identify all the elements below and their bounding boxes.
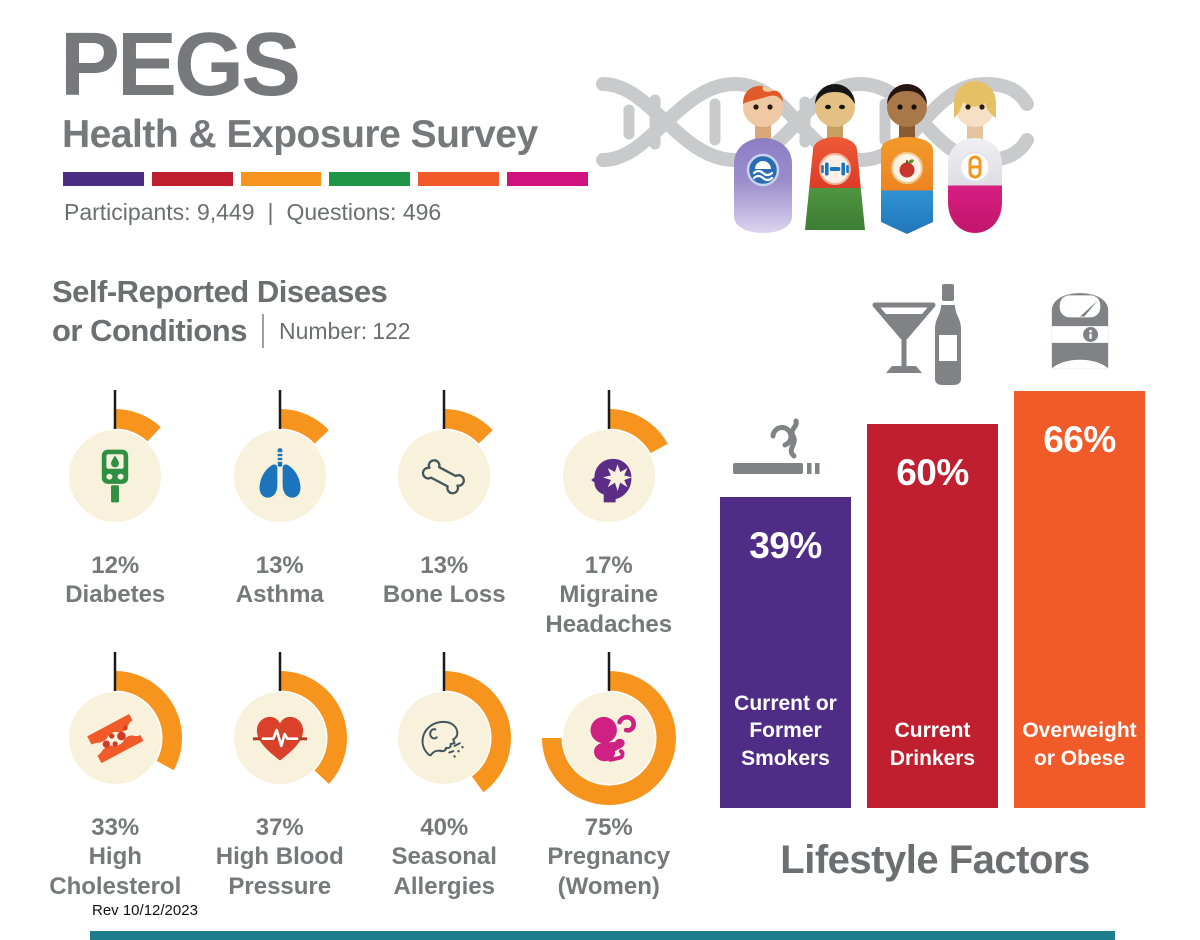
disease-name: Pregnancy (Women) <box>547 843 671 900</box>
wine-bottle-icon <box>935 284 961 385</box>
diseases-section-heading: Self-Reported Diseases or Conditions Num… <box>52 274 411 349</box>
stripe-segment <box>418 172 500 186</box>
artery-icon <box>87 714 144 764</box>
diseases-heading-line2: or Conditions <box>52 313 247 348</box>
bottom-accent-bar <box>90 931 1115 940</box>
lifestyle-bars: 39% Current or Former Smokers 60% Current D… <box>720 391 1150 808</box>
stat-separator: | <box>267 199 274 225</box>
high-cholesterol-gauge <box>69 652 182 784</box>
person-nutrition <box>881 84 933 234</box>
drinks-icon <box>872 284 961 385</box>
disease-item-bone-loss: 13% Bone Loss <box>362 388 527 650</box>
disease-name: Seasonal Allergies <box>391 843 497 900</box>
bar-current-or-former-smokers: 39% Current or Former Smokers <box>720 497 851 808</box>
migraine-head-icon <box>590 458 632 503</box>
bone-icon <box>421 459 465 495</box>
disease-label: 12% Diabetes <box>33 551 198 610</box>
person-medication <box>948 81 1002 233</box>
disease-percent: 75% <box>584 814 633 841</box>
dna-people-graphic <box>596 76 1034 234</box>
stripe-segment <box>507 172 588 186</box>
martini-glass-icon <box>872 302 936 373</box>
bar-current-drinkers: 60% Current Drinkers <box>867 424 998 808</box>
sneeze-icon <box>421 720 464 758</box>
hair-black <box>815 84 855 104</box>
cigarette-icon <box>733 418 820 474</box>
disease-item-high-blood-pressure: 37% High Blood Pressure <box>198 650 363 912</box>
disease-name: Bone Loss <box>382 581 506 609</box>
migraine-headaches-gauge <box>562 390 668 522</box>
disease-percent: 13% <box>420 552 469 579</box>
page-subtitle: Health & Exposure Survey <box>62 113 538 156</box>
stripe-segment <box>240 172 322 186</box>
disease-label: 37% High Blood Pressure <box>198 813 363 901</box>
disease-item-diabetes: 12% Diabetes <box>33 388 198 650</box>
heading-divider <box>261 314 264 348</box>
disease-name: Diabetes <box>65 581 166 609</box>
header-stripe <box>63 172 588 186</box>
page-title: PEGS <box>60 15 301 115</box>
asthma-gauge <box>233 390 329 522</box>
person-sleep <box>734 85 792 233</box>
diseases-count-value: 122 <box>372 317 411 344</box>
bar-label: Overweight or Obese <box>1022 719 1137 770</box>
hair-red <box>743 85 783 104</box>
bar-label: Current Drinkers <box>889 719 976 770</box>
diabetes-gauge <box>69 390 161 522</box>
revision-date: Rev 10/12/2023 <box>92 902 198 919</box>
disease-label: 13% Asthma <box>198 551 363 610</box>
stripe-segment <box>151 172 233 186</box>
stripe-segment <box>329 172 411 186</box>
disease-item-seasonal-allergies: 40% Seasonal Allergies <box>362 650 527 912</box>
disease-percent: 17% <box>584 552 633 579</box>
survey-stats: Participants: 9,449 | Questions: 496 <box>64 199 441 226</box>
stripe-segment <box>63 172 144 186</box>
disease-percent: 12% <box>91 552 140 579</box>
disease-name: High Blood Pressure <box>215 843 344 900</box>
disease-label: 33% High Cholesterol <box>33 813 198 901</box>
disease-name: Asthma <box>235 581 324 609</box>
fetus-icon <box>590 714 636 762</box>
bar-percent: 66% <box>1043 419 1116 460</box>
dna-rungs <box>623 94 891 150</box>
bar-percent: 39% <box>749 525 822 566</box>
diseases-grid: 12% Diabetes 13% Asthma 13% Bone Loss 17% Migra… <box>33 388 691 912</box>
person-exercise <box>805 84 865 230</box>
disease-percent: 33% <box>91 814 140 841</box>
diseases-count-label: Number: <box>278 317 368 344</box>
scale-icon <box>1051 293 1109 369</box>
disease-item-high-cholesterol: 33% High Cholesterol <box>33 650 198 912</box>
disease-item-asthma: 13% Asthma <box>198 388 363 650</box>
hair-blonde <box>954 81 996 118</box>
high-blood-pressure-gauge <box>233 652 347 784</box>
lungs-icon <box>259 448 300 498</box>
disease-label: 17% Migraine Headaches <box>527 551 692 639</box>
bar-overweight-or-obese: 66% Overweight or Obese <box>1014 391 1145 808</box>
disease-item-migraine-headaches: 17% Migraine Headaches <box>527 388 692 650</box>
diseases-heading-line1: Self-Reported Diseases <box>52 274 388 309</box>
participants-stat: Participants: 9,449 <box>64 199 255 225</box>
sleep-waves-icon <box>746 153 780 187</box>
bar-percent: 60% <box>896 452 969 493</box>
questions-stat: Questions: 496 <box>286 199 442 225</box>
disease-percent: 37% <box>255 814 304 841</box>
disease-label: 40% Seasonal Allergies <box>362 813 527 901</box>
heart-pulse-icon <box>252 716 307 761</box>
seasonal-allergies-gauge <box>398 652 511 793</box>
disease-label: 75% Pregnancy (Women) <box>527 813 692 901</box>
lifestyle-title: Lifestyle Factors <box>780 838 1090 882</box>
disease-percent: 13% <box>255 552 304 579</box>
diseases-count: Number: 122 <box>279 318 411 345</box>
pregnancy-women-gauge <box>541 652 676 805</box>
bar-label: Current or Former Smokers <box>734 692 837 770</box>
disease-name: Migraine Headaches <box>545 581 673 638</box>
disease-name: High Cholesterol <box>49 843 182 900</box>
disease-label: 13% Bone Loss <box>362 551 527 610</box>
hair-dark <box>887 84 927 104</box>
bone-loss-gauge <box>398 390 493 522</box>
disease-item-pregnancy-women: 75% Pregnancy (Women) <box>527 650 692 912</box>
disease-percent: 40% <box>420 814 469 841</box>
glucose-meter-icon <box>101 449 129 503</box>
